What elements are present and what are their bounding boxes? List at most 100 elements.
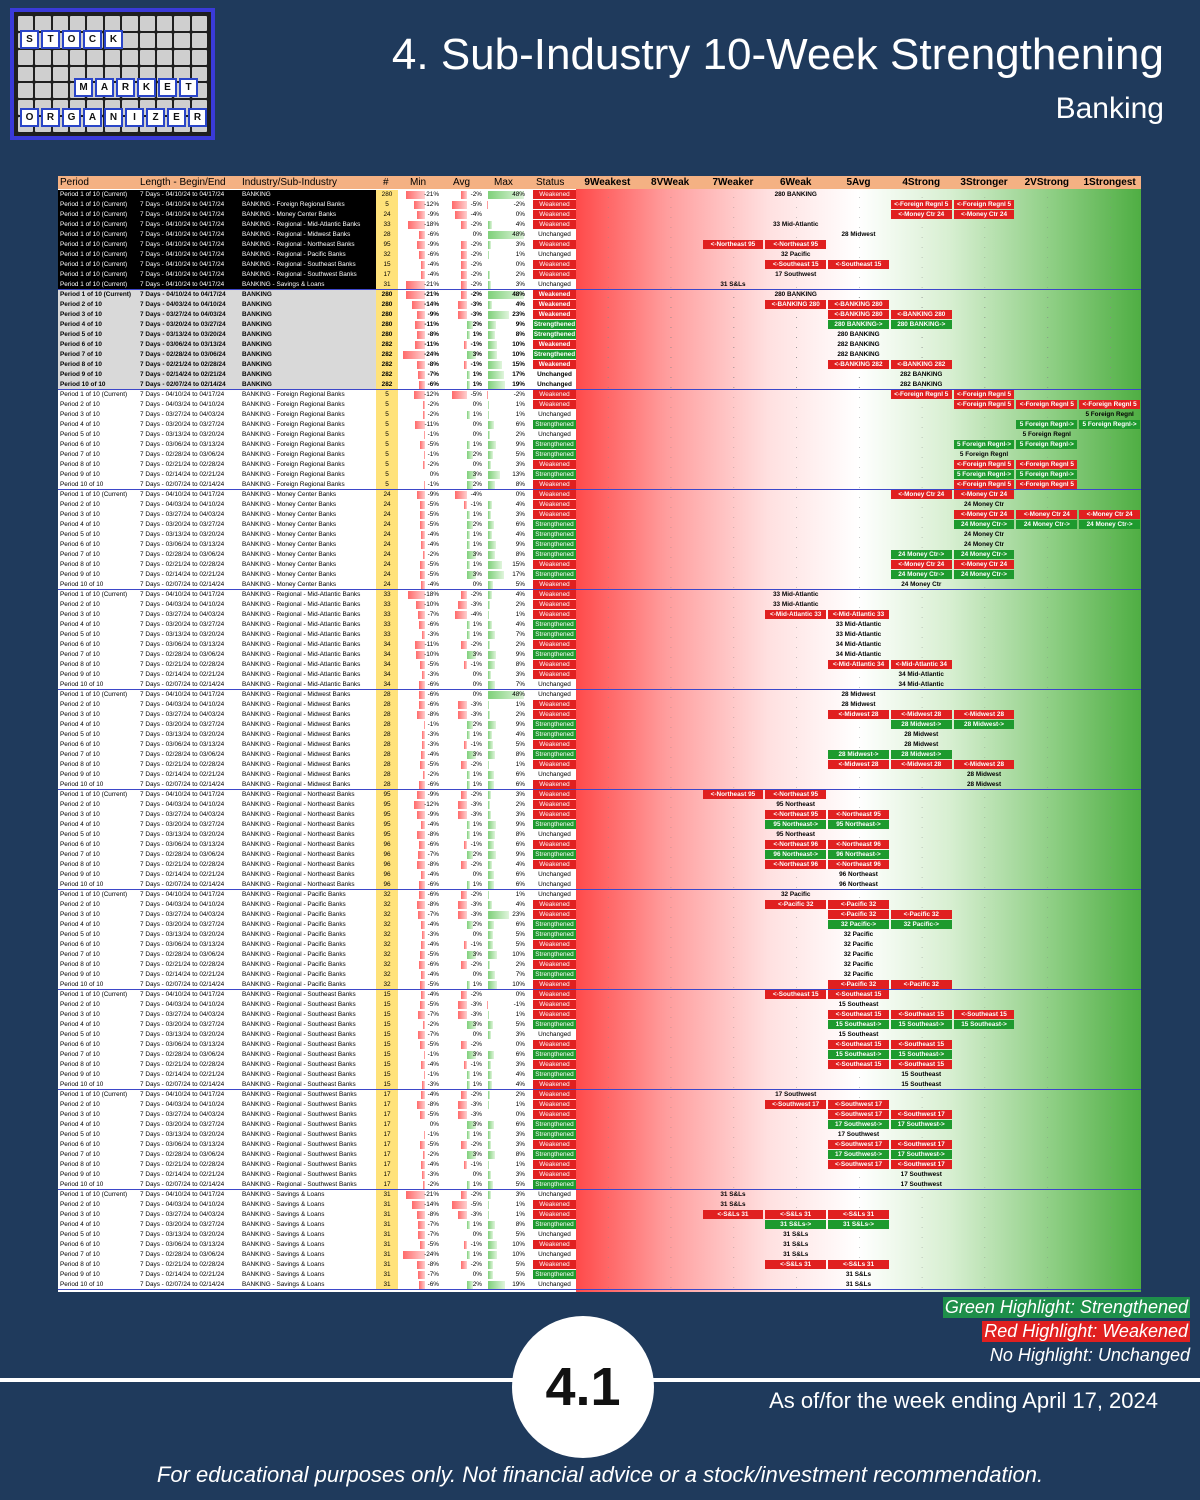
count-cell: 17	[376, 1140, 398, 1150]
zone-dot: .	[607, 814, 610, 820]
zone-dot: .	[670, 354, 672, 360]
length-cell: 7 Days - 03/13/24 to 03/20/24	[140, 1131, 225, 1138]
zone-dot: .	[732, 654, 735, 660]
max-cell: 4%	[515, 531, 525, 538]
industry-cell: BANKING - Regional - Pacific Banks	[242, 981, 346, 988]
max-cell: 3%	[515, 1141, 525, 1148]
value-bar	[421, 921, 425, 929]
length-cell: 7 Days - 03/06/24 to 03/13/24	[140, 441, 225, 448]
max-cell: 4%	[515, 501, 525, 508]
zone-label: 31 S&Ls	[720, 1201, 746, 1208]
count-cell: 5	[376, 440, 398, 450]
avg-cell: -3%	[470, 601, 482, 608]
min-cell: -4%	[427, 751, 439, 758]
industry-cell: BANKING - Regional - Southwest Banks	[242, 1141, 357, 1148]
avg-cell: -1%	[470, 841, 482, 848]
zone-dot: .	[670, 904, 672, 910]
zone-label: 5 Foreign Regnl	[959, 451, 1009, 458]
column-header: Avg	[453, 177, 471, 188]
zone-dot: .	[795, 804, 798, 810]
status-badge: Strengthened	[533, 620, 576, 629]
value-bar	[421, 271, 425, 279]
status-badge: Weakened	[533, 1040, 576, 1049]
zone-dot: .	[1046, 384, 1049, 390]
table-row: Period 8 of 10 7 Days - 02/21/24 to 02/28…	[58, 660, 1141, 670]
value-bar	[488, 861, 492, 869]
min-cell: -5%	[427, 1141, 439, 1148]
zone-dot: .	[984, 704, 986, 710]
zone-label: 17 Southwest	[837, 1131, 880, 1138]
zone-dot: .	[732, 964, 735, 970]
zone-dot: .	[607, 734, 610, 740]
zone-dot: .	[984, 1154, 986, 1160]
zone-label: 34 Mid-Atlantic	[898, 681, 944, 688]
table-row: Period 9 of 10 7 Days - 02/14/24 to 02/21…	[58, 1270, 1141, 1280]
period-cell: Period 4 of 10	[60, 521, 100, 528]
zone-dot: .	[858, 344, 861, 350]
zone-dot: .	[670, 1184, 672, 1190]
zone-dot: .	[921, 1264, 923, 1270]
legend-weakened: Red Highlight: Weakened	[982, 1321, 1190, 1342]
count-cell: 31	[376, 1240, 398, 1250]
value-bar	[488, 1261, 493, 1269]
status-badge: Unchanged	[538, 681, 571, 688]
table-row: Period 5 of 10 7 Days - 03/13/24 to 03/20…	[58, 330, 1141, 340]
zone-dot: .	[858, 1234, 861, 1240]
length-cell: 7 Days - 02/07/24 to 02/14/24	[140, 1181, 225, 1188]
zone-dot: .	[607, 774, 610, 780]
period-cell: Period 6 of 10	[60, 841, 100, 848]
zone-dot: .	[1046, 1024, 1049, 1030]
zone-label: <-Money Ctr 24	[890, 560, 952, 569]
column-header: 4Strong	[902, 177, 941, 188]
max-cell: 0%	[515, 1111, 525, 1118]
zone-dot: .	[732, 684, 735, 690]
zone-dot: .	[607, 864, 610, 870]
zone-dot: .	[858, 954, 861, 960]
status-badge: Strengthened	[533, 1220, 576, 1229]
zone-dot: .	[607, 1284, 610, 1290]
zone-dot: .	[795, 294, 798, 300]
avg-cell: 3%	[472, 1021, 482, 1028]
zone-dot: .	[670, 934, 672, 940]
zone-dot: .	[1109, 884, 1112, 890]
zone-label: 24 Money Ctr->	[1016, 520, 1078, 529]
zone-dot: .	[1109, 724, 1112, 730]
zone-dot: .	[1109, 264, 1112, 270]
min-cell: -6%	[427, 231, 439, 238]
zone-dot: .	[858, 744, 861, 750]
zone-dot: .	[858, 544, 861, 550]
zone-dot: .	[732, 384, 735, 390]
zone-dot: .	[921, 774, 923, 780]
zone-dot: .	[1109, 294, 1112, 300]
table-row: Period 2 of 10 7 Days - 04/03/24 to 04/10…	[58, 600, 1141, 610]
avg-cell: -1%	[470, 1061, 482, 1068]
min-cell: -11%	[424, 341, 439, 348]
length-cell: 7 Days - 04/03/24 to 04/10/24	[140, 901, 225, 908]
zone-dot: .	[984, 244, 986, 250]
zone-label: <-Foreign Regnl 5	[953, 460, 1015, 469]
zone-dot: .	[795, 254, 798, 260]
value-bar	[403, 351, 425, 359]
zone-dot: .	[984, 284, 986, 290]
zone-dot: .	[1109, 664, 1112, 670]
industry-cell: BANKING - Regional - Mid-Atlantic Banks	[242, 601, 361, 608]
industry-cell: BANKING - Regional - Midwest Banks	[242, 691, 351, 698]
zone-dot: .	[732, 254, 735, 260]
max-cell: 9%	[515, 651, 525, 658]
period-cell: Period 10 of 10	[60, 1081, 104, 1088]
value-bar	[421, 991, 425, 999]
period-cell: Period 10 of 10	[60, 681, 104, 688]
zone-dot: .	[732, 204, 735, 210]
zone-dot: .	[795, 484, 798, 490]
period-cell: Period 2 of 10	[60, 301, 102, 308]
min-cell: -4%	[427, 531, 439, 538]
value-bar	[419, 891, 425, 899]
zone-dot: .	[670, 994, 672, 1000]
status-badge: Strengthened	[533, 320, 576, 329]
zone-dot: .	[670, 1164, 672, 1170]
zone-dot: .	[921, 824, 923, 830]
zone-dot: .	[795, 1034, 798, 1040]
zone-dot: .	[732, 874, 735, 880]
value-bar	[457, 1001, 467, 1009]
count-cell: 32	[376, 910, 398, 920]
